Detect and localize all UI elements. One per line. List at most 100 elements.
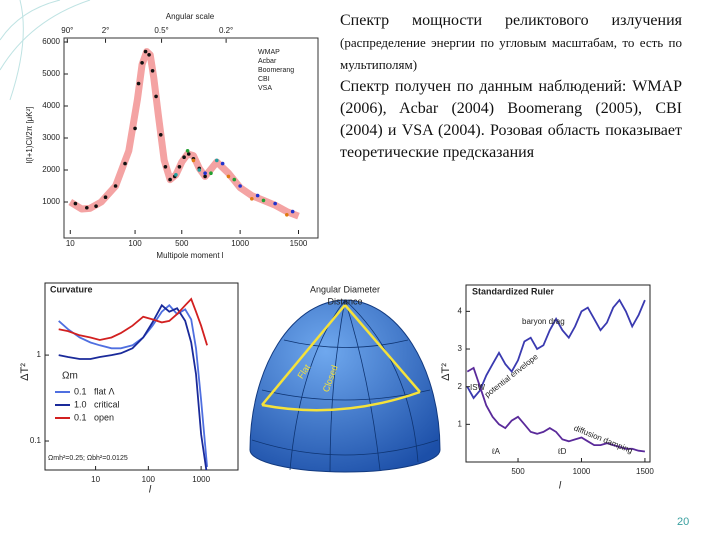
data-point xyxy=(255,193,260,198)
y-tick-label: 1 xyxy=(37,350,42,359)
data-point xyxy=(226,174,231,179)
legend-value: 0.1 xyxy=(74,386,87,396)
y-tick-label: 1000 xyxy=(42,197,60,206)
annotation: ℓD xyxy=(557,447,567,456)
series-line xyxy=(58,303,208,470)
y-tick-label: 3000 xyxy=(42,133,60,142)
data-point xyxy=(191,158,196,163)
x-tick-label: 500 xyxy=(511,467,525,476)
x-tick-label: 10 xyxy=(91,475,100,484)
top-tick-label: 0.2° xyxy=(219,26,233,35)
data-point xyxy=(150,69,155,73)
y-tick-label: 1 xyxy=(458,419,463,428)
legend-entry: WMAP xyxy=(258,49,280,56)
plot-area xyxy=(68,48,300,220)
data-point xyxy=(182,155,186,159)
data-point xyxy=(85,205,89,210)
y-tick-label: 0.1 xyxy=(30,436,42,445)
data-point xyxy=(197,168,202,172)
data-point xyxy=(123,161,127,166)
data-point xyxy=(133,126,137,131)
data-point xyxy=(113,184,118,188)
data-point xyxy=(136,81,141,86)
decoration xyxy=(0,0,91,101)
series-line xyxy=(58,297,208,346)
legend-entry: critical xyxy=(94,399,120,409)
legend-value: 0.1 xyxy=(74,412,87,422)
data-point xyxy=(140,61,144,65)
chart-title: Curvature xyxy=(50,284,93,294)
data-point xyxy=(168,177,172,182)
data-point xyxy=(290,209,295,214)
data-point xyxy=(203,174,207,179)
y-tick-label: 4000 xyxy=(42,101,60,110)
data-point xyxy=(94,204,98,208)
data-point xyxy=(273,201,277,206)
data-point xyxy=(163,165,168,169)
data-point xyxy=(143,49,148,54)
data-point xyxy=(103,195,108,199)
data-point xyxy=(154,94,158,99)
paragraph-text: Спектр мощности реликтового излучения xyxy=(340,12,682,29)
paragraph-note: (распределение энергии по угловым масшта… xyxy=(340,35,682,72)
annotation: baryon drag xyxy=(522,317,565,326)
legend-entry: Boomerang xyxy=(258,67,294,74)
y-axis-label: ΔT² xyxy=(19,363,31,381)
data-point xyxy=(73,201,78,206)
x-tick-label: 1000 xyxy=(573,467,591,476)
y-tick-label: 2000 xyxy=(42,165,60,174)
x-tick-label: 1000 xyxy=(231,239,249,248)
diagram: Angular Diameter Distance Flat Closed xyxy=(249,284,441,473)
legend-entry: VSA xyxy=(258,85,272,92)
data-point xyxy=(177,165,182,169)
x-tick-label: 1500 xyxy=(290,239,308,248)
data-point xyxy=(285,213,289,217)
series-line xyxy=(466,366,646,453)
y-axis-label: ΔT² xyxy=(440,363,452,381)
x-tick-label: 100 xyxy=(142,475,156,484)
legend-entry: CBI xyxy=(258,76,270,83)
diagram-title: Distance xyxy=(327,296,362,306)
legend-entry: Acbar xyxy=(258,58,277,65)
chart-title: Standardized Ruler xyxy=(472,286,555,296)
data-point xyxy=(147,53,151,57)
annotation: ℓA xyxy=(491,447,501,456)
y-tick-label: 2 xyxy=(458,382,463,391)
data-point xyxy=(238,184,242,188)
x-tick-label: 500 xyxy=(175,239,189,248)
paragraph: Спектр мощности реликтового излучения (р… xyxy=(340,10,682,76)
x-axis-label: l xyxy=(559,481,562,492)
x-tick-label: 1000 xyxy=(192,475,210,484)
top-tick-label: 90° xyxy=(61,26,73,35)
data-point xyxy=(209,171,213,175)
top-tick-label: 2° xyxy=(102,26,110,35)
data-point xyxy=(232,177,237,182)
annotation: Ωmh²=0.25; Ωbh²=0.0125 xyxy=(48,455,128,462)
y-tick-label: 5000 xyxy=(42,69,60,78)
model-band xyxy=(68,48,300,220)
paragraph: Спектр получен по данным наблюдений: WMA… xyxy=(340,78,682,161)
annotation: ISW xyxy=(470,383,486,392)
diagram-title: Angular Diameter xyxy=(310,284,380,294)
data-point xyxy=(249,197,254,201)
top-axis-label: Angular scale xyxy=(166,12,215,21)
legend-title: Ωm xyxy=(62,371,78,382)
plot-frame xyxy=(465,284,651,463)
plot-area xyxy=(58,297,208,470)
y-tick-label: 6000 xyxy=(42,37,60,46)
data-point xyxy=(261,198,266,203)
data-point xyxy=(158,133,163,137)
data-point xyxy=(174,173,178,177)
data-point xyxy=(220,161,225,166)
top-tick-label: 0.5° xyxy=(154,26,168,35)
data-point xyxy=(203,171,207,175)
plot-frame xyxy=(44,282,239,471)
y-tick-label: 4 xyxy=(458,306,463,315)
text-block: Спектр мощности реликтового излучения (р… xyxy=(340,10,682,164)
series-line xyxy=(466,298,646,400)
y-tick-label: 3 xyxy=(458,344,463,353)
data-point xyxy=(185,149,190,153)
data-point xyxy=(186,152,191,156)
